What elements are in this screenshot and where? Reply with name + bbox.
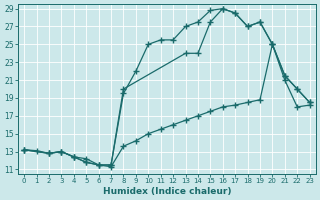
X-axis label: Humidex (Indice chaleur): Humidex (Indice chaleur) bbox=[103, 187, 231, 196]
